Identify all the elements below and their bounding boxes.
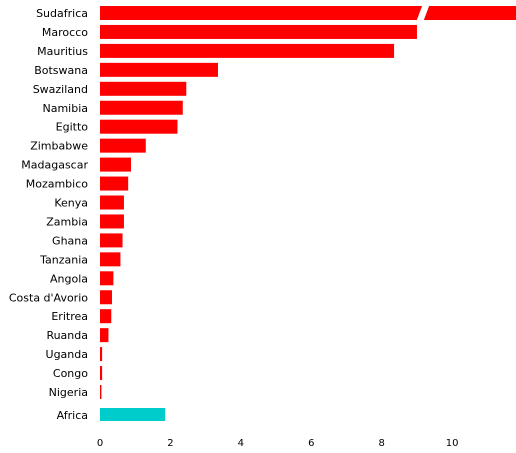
bar-5 — [100, 100, 183, 115]
category-label: Angola — [50, 272, 88, 285]
x-tick-label: 0 — [97, 438, 103, 449]
category-label: Nigeria — [49, 386, 88, 399]
category-label: Sudafrica — [36, 7, 88, 20]
bar-3 — [100, 62, 218, 77]
bar-0 — [100, 6, 516, 20]
category-label: Kenya — [54, 197, 88, 210]
bar-20 — [100, 385, 102, 399]
x-tick-label: 6 — [308, 438, 314, 449]
bar-15 — [100, 290, 112, 305]
bar-2 — [100, 43, 395, 58]
bar-13 — [100, 252, 121, 267]
bar-8 — [100, 157, 131, 172]
bar-4 — [100, 81, 187, 96]
bar-17 — [100, 328, 109, 343]
bar-16 — [100, 309, 112, 324]
category-label: Marocco — [42, 26, 88, 39]
category-label: Eritrea — [51, 310, 88, 323]
bar-1 — [100, 24, 417, 39]
bar-10 — [100, 195, 124, 210]
bar-6 — [100, 119, 178, 134]
bar-14 — [100, 271, 114, 286]
summary-bar — [100, 408, 166, 421]
x-tick-label: 4 — [238, 438, 244, 449]
category-label: Uganda — [46, 348, 88, 361]
category-label: Tanzania — [39, 253, 88, 266]
category-label: Mozambico — [26, 178, 89, 191]
bar-9 — [100, 176, 129, 191]
category-label: Congo — [53, 367, 88, 380]
category-label: Ruanda — [46, 329, 88, 342]
category-label: Namibia — [42, 102, 88, 115]
bar-7 — [100, 138, 146, 153]
bar-19 — [100, 366, 103, 381]
x-tick-label: 2 — [167, 438, 173, 449]
bar-18 — [100, 347, 103, 362]
category-label: Zimbabwe — [30, 140, 88, 153]
x-tick-label: 10 — [446, 438, 459, 449]
category-label: Botswana — [34, 64, 88, 77]
category-label: Ghana — [52, 234, 88, 247]
category-label: Costa d'Avorio — [9, 291, 88, 304]
category-label: Mauritius — [37, 45, 88, 58]
summary-label: Africa — [57, 409, 88, 422]
category-label: Egitto — [56, 121, 89, 134]
category-label: Swaziland — [33, 83, 88, 96]
x-tick-label: 8 — [379, 438, 385, 449]
axis-break-mark — [416, 5, 430, 21]
category-label: Zambia — [46, 215, 88, 228]
category-label: Madagascar — [21, 159, 88, 172]
bar-12 — [100, 233, 123, 248]
bar-11 — [100, 214, 124, 229]
